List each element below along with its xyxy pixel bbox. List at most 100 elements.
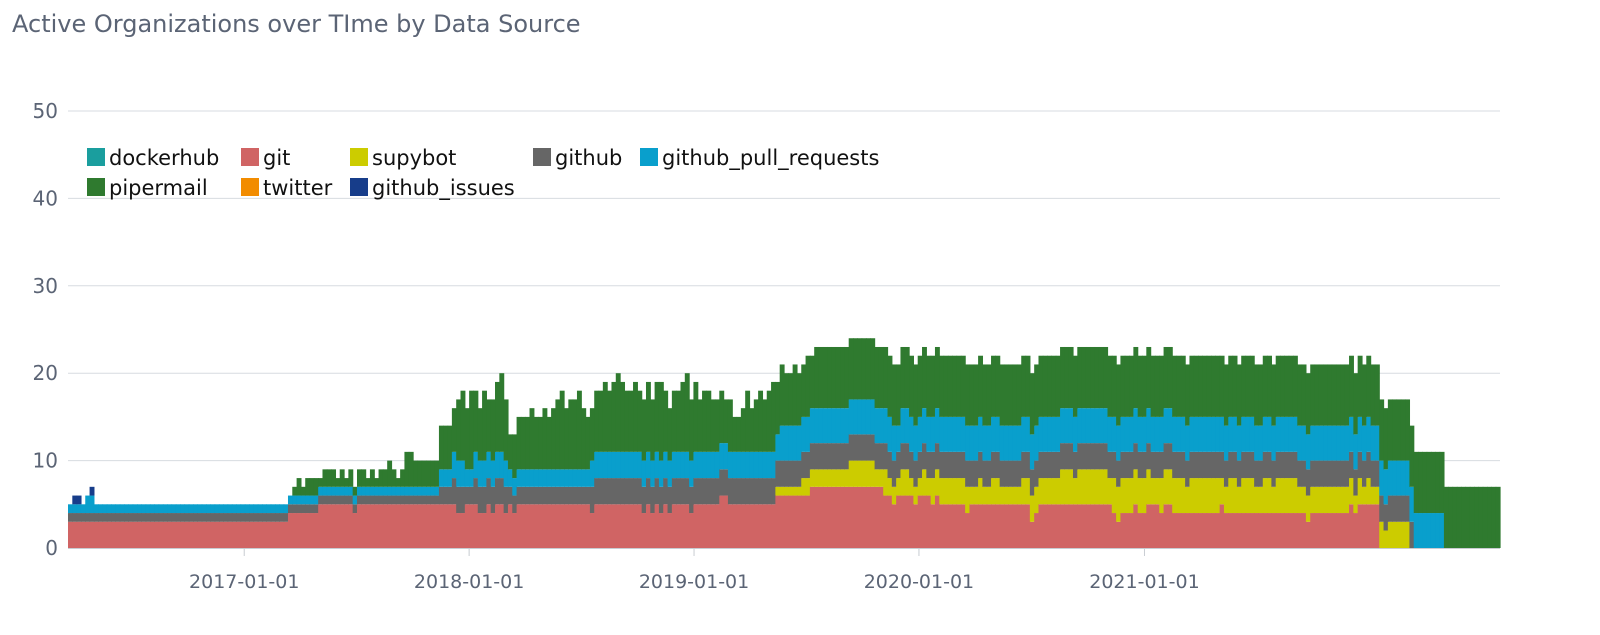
y-tick-label: 20 bbox=[33, 361, 58, 385]
bar-github bbox=[1241, 451, 1247, 479]
bar-github bbox=[1064, 443, 1070, 470]
bar-git bbox=[128, 521, 134, 548]
bar-github_pull_requests bbox=[1193, 416, 1199, 452]
bar-github bbox=[999, 460, 1005, 487]
bar-github bbox=[947, 451, 953, 479]
legend-item-dockerhub[interactable]: dockerhub bbox=[87, 146, 219, 170]
bar-github bbox=[137, 513, 142, 522]
bar-supybot bbox=[1167, 469, 1173, 505]
bar-github_pull_requests bbox=[499, 451, 505, 479]
bar-git bbox=[348, 504, 354, 548]
bar-git bbox=[1047, 504, 1053, 548]
bar-git bbox=[762, 504, 768, 548]
legend-item-supybot[interactable]: supybot bbox=[350, 146, 456, 170]
bar-github_issues bbox=[76, 495, 82, 505]
bar-git bbox=[1068, 504, 1074, 548]
bar-git bbox=[249, 521, 255, 548]
bar-pipermail bbox=[952, 355, 958, 417]
bar-git bbox=[378, 504, 384, 548]
bar-github_pull_requests bbox=[413, 486, 418, 496]
bar-supybot bbox=[1405, 521, 1411, 548]
legend-item-pipermail[interactable]: pipermail bbox=[87, 176, 208, 200]
bar-pipermail bbox=[702, 390, 707, 452]
bar-github bbox=[965, 460, 971, 487]
bar-github bbox=[430, 495, 436, 505]
bar-github_pull_requests bbox=[1133, 408, 1139, 444]
bar-git bbox=[1129, 513, 1134, 548]
bar-supybot bbox=[1318, 486, 1324, 514]
bar-git bbox=[1202, 513, 1208, 548]
bar-git bbox=[1288, 513, 1294, 548]
bar-git bbox=[960, 504, 966, 548]
bar-pipermail bbox=[305, 478, 311, 496]
bar-github_pull_requests bbox=[1336, 425, 1342, 461]
bar-pipermail bbox=[784, 373, 789, 426]
bar-supybot bbox=[878, 469, 884, 487]
bar-github_pull_requests bbox=[102, 504, 108, 514]
legend-item-git[interactable]: git bbox=[241, 146, 290, 170]
bar-pipermail bbox=[1275, 355, 1281, 417]
bar-git bbox=[322, 504, 328, 548]
bar-git bbox=[939, 504, 945, 548]
bar-supybot bbox=[900, 469, 906, 496]
bar-git bbox=[896, 495, 902, 548]
bar-git bbox=[201, 521, 207, 548]
bar-github_pull_requests bbox=[840, 408, 845, 444]
bar-pipermail bbox=[1042, 355, 1048, 417]
bar-git bbox=[154, 521, 160, 548]
bar-supybot bbox=[1396, 521, 1402, 548]
bar-pipermail bbox=[529, 408, 535, 470]
bar-github_pull_requests bbox=[991, 416, 996, 452]
bar-github_pull_requests bbox=[753, 451, 759, 479]
legend-item-github_issues[interactable]: github_issues bbox=[350, 176, 515, 201]
bar-supybot bbox=[1336, 486, 1342, 514]
bar-github bbox=[719, 469, 725, 496]
bar-github_pull_requests bbox=[495, 451, 500, 479]
bar-git bbox=[1042, 504, 1048, 548]
bar-pipermail bbox=[887, 355, 893, 417]
bar-github bbox=[546, 486, 552, 505]
bar-github_pull_requests bbox=[1008, 425, 1014, 461]
bar-github bbox=[477, 486, 483, 514]
bar-supybot bbox=[1176, 478, 1182, 514]
bar-pipermail bbox=[538, 416, 544, 470]
bar-pipermail bbox=[1318, 364, 1324, 426]
bar-git bbox=[344, 504, 349, 548]
bar-pipermail bbox=[1331, 364, 1337, 426]
bar-github bbox=[758, 478, 764, 505]
bar-git bbox=[1198, 513, 1203, 548]
bar-github bbox=[1137, 451, 1143, 479]
bar-github bbox=[1267, 451, 1272, 479]
bar-github_pull_requests bbox=[844, 408, 850, 444]
bar-git bbox=[689, 513, 695, 548]
bar-git bbox=[1245, 513, 1251, 548]
bar-git bbox=[1077, 504, 1083, 548]
bar-git bbox=[555, 504, 561, 548]
legend-item-twitter[interactable]: twitter bbox=[241, 176, 333, 200]
bar-github bbox=[80, 513, 86, 522]
bar-github bbox=[206, 513, 211, 522]
bar-github_pull_requests bbox=[1150, 416, 1156, 452]
bar-git bbox=[1120, 513, 1126, 548]
bar-supybot bbox=[1245, 478, 1251, 514]
bar-git bbox=[408, 504, 414, 548]
bar-github_pull_requests bbox=[568, 469, 574, 487]
legend-swatch bbox=[640, 148, 658, 166]
bar-git bbox=[158, 521, 164, 548]
bar-supybot bbox=[1361, 486, 1367, 505]
legend-item-github_pull_requests[interactable]: github_pull_requests bbox=[640, 146, 879, 171]
bar-git bbox=[197, 521, 203, 548]
bar-github_pull_requests bbox=[1154, 416, 1160, 452]
bar-git bbox=[244, 521, 250, 548]
bar-git bbox=[85, 521, 91, 548]
bar-github bbox=[300, 504, 306, 514]
bar-git bbox=[318, 504, 324, 548]
bar-github bbox=[447, 486, 453, 505]
bar-github bbox=[848, 434, 854, 461]
bar-github bbox=[89, 513, 95, 522]
legend-item-github[interactable]: github bbox=[533, 146, 622, 170]
bar-github bbox=[1353, 469, 1359, 496]
bar-github_pull_requests bbox=[240, 504, 246, 514]
bar-supybot bbox=[1327, 486, 1333, 514]
bar-git bbox=[1310, 513, 1316, 548]
